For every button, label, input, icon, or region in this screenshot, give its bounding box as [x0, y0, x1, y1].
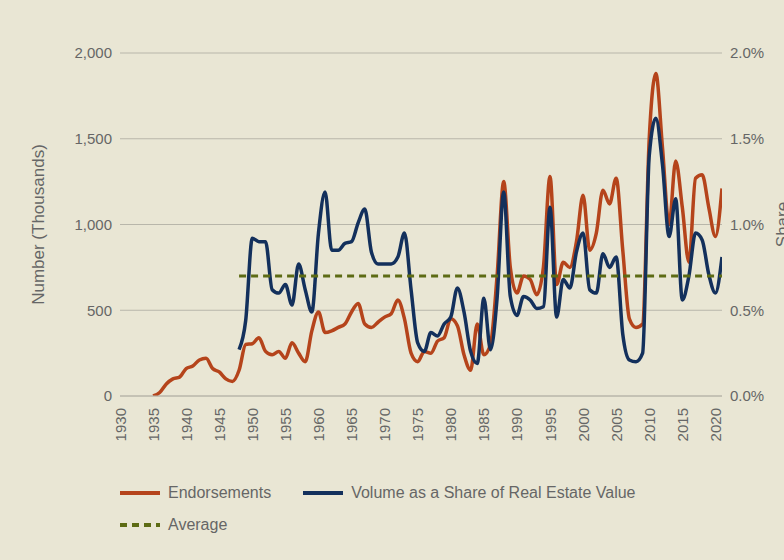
- svg-text:2000: 2000: [575, 408, 592, 441]
- svg-text:1,500: 1,500: [74, 130, 112, 147]
- svg-text:Number (Thousands): Number (Thousands): [29, 144, 48, 305]
- svg-text:1930: 1930: [112, 408, 129, 441]
- svg-text:1965: 1965: [343, 408, 360, 441]
- svg-text:1950: 1950: [244, 408, 261, 441]
- svg-text:1.0%: 1.0%: [730, 216, 764, 233]
- svg-text:1,000: 1,000: [74, 216, 112, 233]
- svg-text:1935: 1935: [145, 408, 162, 441]
- svg-text:500: 500: [87, 302, 112, 319]
- svg-text:1945: 1945: [211, 408, 228, 441]
- svg-text:0: 0: [104, 387, 112, 404]
- svg-text:1960: 1960: [310, 408, 327, 441]
- svg-text:0.5%: 0.5%: [730, 302, 764, 319]
- svg-text:2010: 2010: [641, 408, 658, 441]
- svg-text:2005: 2005: [608, 408, 625, 441]
- html-text:Volume as a Share of Real Esta: Volume as a Share of Real Estate Value: [351, 484, 636, 501]
- svg-text:0.0%: 0.0%: [730, 387, 764, 404]
- html-text:Endorsements: Endorsements: [168, 484, 272, 501]
- svg-text:2020: 2020: [707, 408, 724, 441]
- svg-text:2015: 2015: [674, 408, 691, 441]
- svg-text:2,000: 2,000: [74, 44, 112, 61]
- svg-text:1980: 1980: [442, 408, 459, 441]
- svg-text:1940: 1940: [178, 408, 195, 441]
- svg-text:1985: 1985: [475, 408, 492, 441]
- html-text:Average: Average: [168, 516, 228, 533]
- svg-text:Share: Share: [773, 202, 776, 247]
- svg-text:1955: 1955: [277, 408, 294, 441]
- svg-text:1970: 1970: [376, 408, 393, 441]
- svg-text:1975: 1975: [409, 408, 426, 441]
- svg-text:1990: 1990: [508, 408, 525, 441]
- svg-text:1.5%: 1.5%: [730, 130, 764, 147]
- svg-text:2.0%: 2.0%: [730, 44, 764, 61]
- svg-text:1995: 1995: [542, 408, 559, 441]
